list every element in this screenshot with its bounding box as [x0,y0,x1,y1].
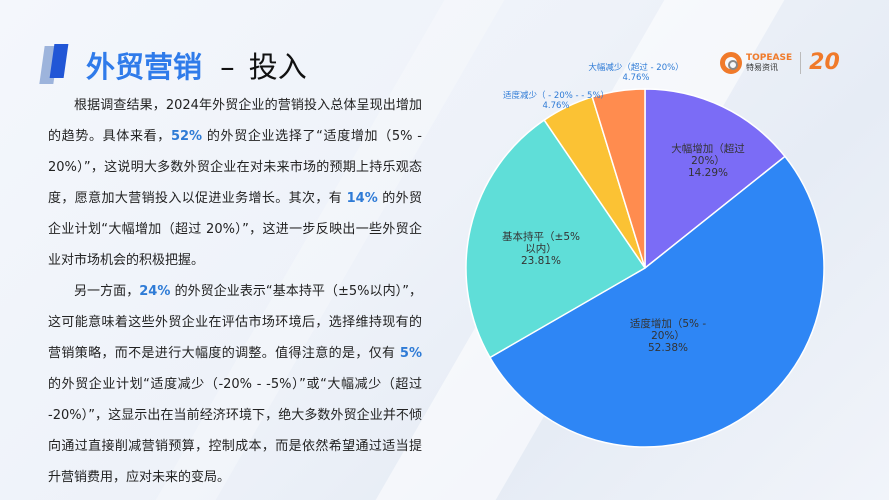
slice-label: 23.81% [521,255,561,267]
text-segment: 根据调查结果，2024年外贸企业的营销投入总体呈现出增加的趋势。具体来看， [48,98,422,144]
body-text: 根据调查结果，2024年外贸企业的营销投入总体呈现出增加的趋势。具体来看，52%… [48,90,422,493]
title-sub: 投入 [248,50,307,84]
logo-brand-en: TOPEASE [746,52,793,63]
logo-brand-cn: 特易资讯 [746,62,778,72]
text-segment: 的外贸企业表示“基本持平（±5%以内）”，这可能意味着这些外贸企业在评估市场环境… [48,284,422,361]
pie-slice[interactable] [488,155,825,448]
slice-label: 20%） [651,330,685,342]
text-segment: 的外贸企业计划“大幅增加（超过 20%）”，这进一步反映出一些外贸企业对市场机会… [48,191,422,268]
text-segment: 的外贸企业选择了“适度增加（5% - 20%）”，这说明大多数外贸企业在对未来市… [48,129,422,206]
page-title: 外贸营销 – 投入 [86,44,307,86]
topease-logo: TOPEASE 特易资讯 20 [720,50,840,75]
slice-label-outside: 4.76% [542,101,569,111]
title-main: 外贸营销 [86,50,203,84]
text-segment: 另一方面， [74,284,140,299]
highlight-percent: 5% [399,346,422,361]
pie-slice[interactable] [465,119,647,359]
paragraph-2: 另一方面，24% 的外贸企业表示“基本持平（±5%以内）”，这可能意味着这些外贸… [48,276,422,493]
slice-label: 14.29% [688,167,728,179]
slice-label-outside: 适度减少（ - 20% - - 5%） [503,90,609,101]
slice-label: 20%） [691,155,725,167]
highlight-percent: 24% [139,284,171,299]
pie-slice[interactable] [591,88,646,269]
slice-label: 大幅增加（超过 [671,142,745,155]
slice-label-outside: 4.76% [622,73,649,83]
anniversary-number: 20 [809,50,840,75]
anniversary-logo: 20 [809,50,840,75]
slice-label: 52.38% [648,342,688,354]
paragraph-1: 根据调查结果，2024年外贸企业的营销投入总体呈现出增加的趋势。具体来看，52%… [48,90,422,276]
highlight-percent: 14% [346,191,378,206]
pie-slice[interactable] [644,88,787,270]
slice-label: 以内） [525,242,557,255]
title-separator: – [220,50,235,84]
logo-ring-icon [720,51,742,74]
slice-label-outside: 大幅减少（超过 - 20%） [588,62,683,73]
slice-label: 基本持平（±5% [502,230,580,243]
text-segment: 的外贸企业计划“适度减少（-20% - -5%）”或“大幅减少（超过 -20%）… [48,377,422,485]
highlight-percent: 52% [170,129,203,144]
slice-label: 适度增加（5% - [630,317,706,330]
logo-divider [800,51,802,74]
